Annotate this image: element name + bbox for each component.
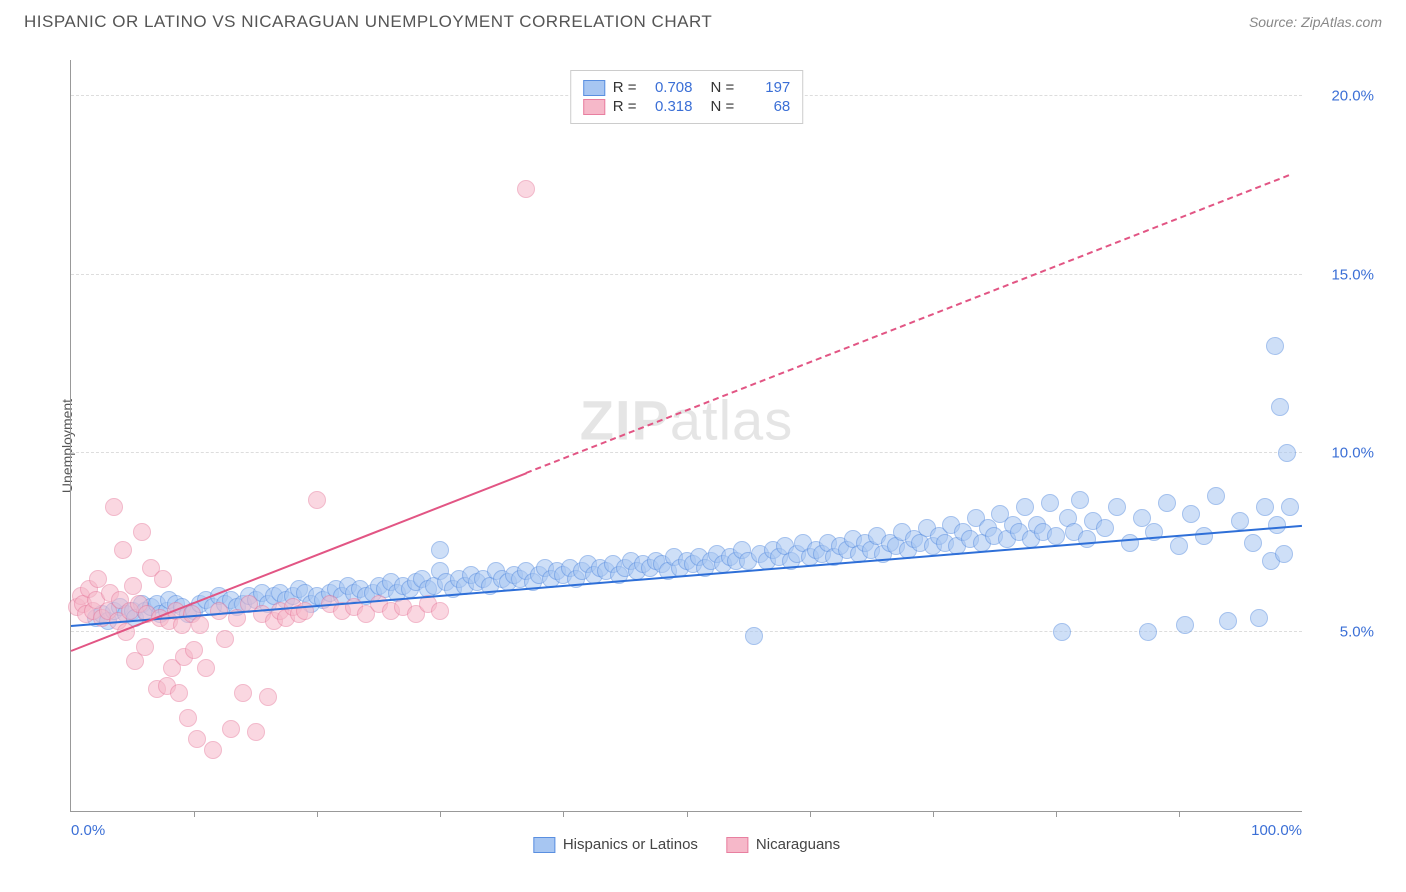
scatter-point [204, 741, 222, 759]
scatter-point [431, 541, 449, 559]
x-tick-mark [1056, 811, 1057, 817]
scatter-point [170, 684, 188, 702]
scatter-point [1096, 519, 1114, 537]
chart-area: Unemployment ZIPatlas R =0.708N =197R =0… [50, 50, 1382, 842]
scatter-point [745, 627, 763, 645]
scatter-point [133, 523, 151, 541]
scatter-point [114, 541, 132, 559]
scatter-point [1121, 534, 1139, 552]
chart-title: HISPANIC OR LATINO VS NICARAGUAN UNEMPLO… [24, 12, 712, 32]
y-tick-label: 10.0% [1331, 445, 1374, 462]
scatter-point [1041, 494, 1059, 512]
scatter-point [1071, 491, 1089, 509]
y-tick-label: 15.0% [1331, 266, 1374, 283]
scatter-point [1078, 530, 1096, 548]
scatter-point [1281, 498, 1299, 516]
scatter-point [431, 602, 449, 620]
scatter-point [1207, 487, 1225, 505]
trendline [526, 174, 1290, 474]
header: HISPANIC OR LATINO VS NICARAGUAN UNEMPLO… [0, 0, 1406, 40]
watermark: ZIPatlas [580, 388, 793, 453]
x-tick-mark [194, 811, 195, 817]
legend-series: Hispanics or Latinos Nicaraguans [533, 836, 840, 853]
scatter-point [191, 616, 209, 634]
scatter-point [1266, 337, 1284, 355]
scatter-point [247, 723, 265, 741]
scatter-point [517, 180, 535, 198]
scatter-point [1250, 609, 1268, 627]
scatter-point [136, 638, 154, 656]
scatter-point [185, 641, 203, 659]
gridline [71, 452, 1302, 453]
scatter-point [222, 720, 240, 738]
scatter-point [179, 709, 197, 727]
scatter-point [210, 602, 228, 620]
scatter-plot: ZIPatlas R =0.708N =197R =0.318N =68 His… [70, 60, 1302, 812]
scatter-point [154, 570, 172, 588]
scatter-point [1170, 537, 1188, 555]
scatter-point [1231, 512, 1249, 530]
legend-series-item: Hispanics or Latinos [533, 836, 698, 853]
legend-swatch [726, 837, 748, 853]
x-tick-mark [563, 811, 564, 817]
scatter-point [259, 688, 277, 706]
scatter-point [1278, 444, 1296, 462]
trendline [71, 472, 527, 652]
legend-row: R = 0.318 N = 68 [583, 98, 791, 115]
scatter-point [1195, 527, 1213, 545]
legend-n-value: 68 [742, 98, 790, 115]
scatter-point [308, 491, 326, 509]
scatter-point [1139, 623, 1157, 641]
legend-n-label: N = [711, 98, 735, 115]
gridline [71, 631, 1302, 632]
y-tick-label: 20.0% [1331, 87, 1374, 104]
gridline [71, 274, 1302, 275]
trendline [71, 525, 1302, 627]
scatter-point [1108, 498, 1126, 516]
x-tick-label-left: 0.0% [71, 822, 105, 839]
legend-series-label: Nicaraguans [756, 836, 840, 853]
scatter-point [216, 630, 234, 648]
legend-swatch [583, 80, 605, 96]
x-tick-mark [810, 811, 811, 817]
scatter-point [197, 659, 215, 677]
x-tick-label-right: 100.0% [1251, 822, 1302, 839]
scatter-point [1244, 534, 1262, 552]
legend-row: R = 0.708 N = 197 [583, 79, 791, 96]
scatter-point [1016, 498, 1034, 516]
scatter-point [1271, 398, 1289, 416]
legend-r-label: R = [613, 98, 637, 115]
legend-r-value: 0.318 [645, 98, 693, 115]
scatter-point [234, 684, 252, 702]
legend-r-value: 0.708 [645, 79, 693, 96]
scatter-point [1268, 516, 1286, 534]
scatter-point [1219, 612, 1237, 630]
watermark-light: atlas [670, 389, 793, 452]
scatter-point [124, 577, 142, 595]
legend-series-label: Hispanics or Latinos [563, 836, 698, 853]
source-attribution: Source: ZipAtlas.com [1249, 14, 1382, 30]
scatter-point [1275, 545, 1293, 563]
scatter-point [1256, 498, 1274, 516]
x-tick-mark [317, 811, 318, 817]
legend-correlation-box: R = 0.708 N = 197 R = 0.318 N = 68 [570, 70, 804, 124]
x-tick-mark [1179, 811, 1180, 817]
x-tick-mark [440, 811, 441, 817]
legend-r-label: R = [613, 79, 637, 96]
scatter-point [1176, 616, 1194, 634]
legend-n-label: N = [711, 79, 735, 96]
scatter-point [1182, 505, 1200, 523]
scatter-point [1053, 623, 1071, 641]
legend-swatch [583, 99, 605, 115]
scatter-point [105, 498, 123, 516]
x-tick-mark [687, 811, 688, 817]
legend-n-value: 197 [742, 79, 790, 96]
x-tick-mark [933, 811, 934, 817]
legend-series-item: Nicaraguans [726, 836, 840, 853]
y-tick-label: 5.0% [1340, 624, 1374, 641]
legend-swatch [533, 837, 555, 853]
scatter-point [1158, 494, 1176, 512]
scatter-point [188, 730, 206, 748]
scatter-point [1047, 527, 1065, 545]
